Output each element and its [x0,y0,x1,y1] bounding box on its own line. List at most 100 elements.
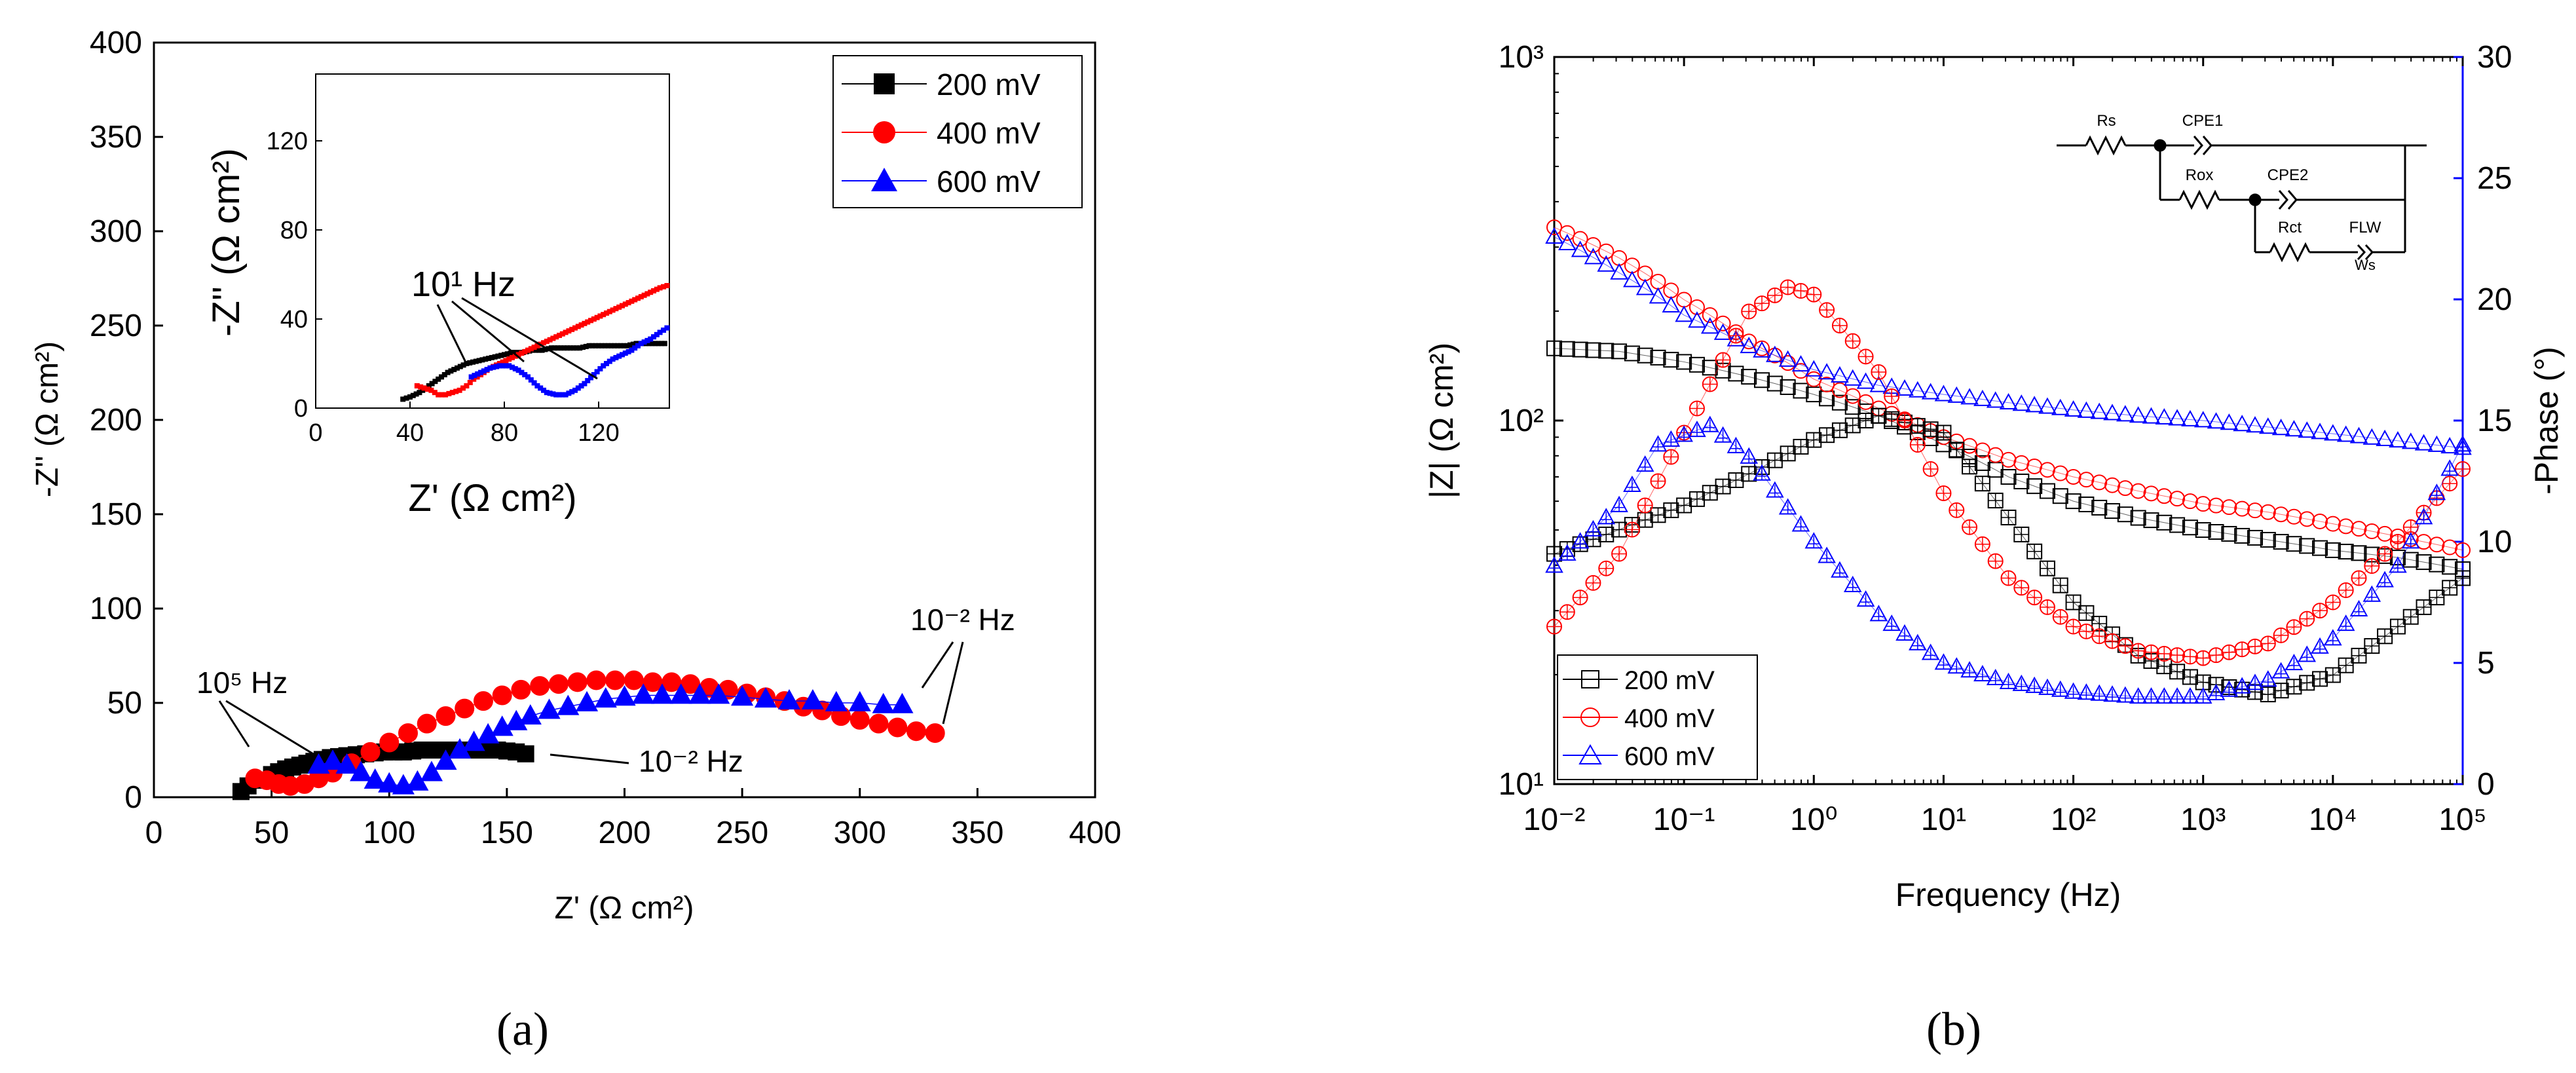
data-point-cross [1651,474,1666,489]
annotation-arrow [461,297,598,380]
data-point [906,721,926,742]
data-point [2156,488,2173,504]
data-point [2455,542,2471,558]
data-point [1856,372,1875,389]
x-tick-label: 50 [254,816,289,850]
inset-data-point [534,343,540,348]
data-point-cross [1640,459,1651,472]
data-point-cross [1949,502,1964,518]
data-point-cross [1780,280,1795,295]
data-point [2377,525,2393,542]
data-point [2234,527,2250,544]
data-point [2169,517,2186,533]
data-point-cross [2390,535,2405,549]
data-point-cross [1651,508,1666,523]
data-point [2077,401,2096,418]
data-point [360,742,381,762]
inset-data-point [539,347,545,353]
panel-a-xlabel: Z' (Ω cm²) [555,891,694,926]
panel-a-axes: 0 50 100 150 200 250 300 350 4000501001502002503… [90,26,1121,850]
data-point-cross [1664,502,1679,518]
data-point [872,692,895,713]
panel-a-label: (a) [496,1003,549,1055]
inset-data-point [429,381,435,386]
y-tick-label: 200 [90,403,142,438]
data-point-cross [2014,580,2029,595]
data-point [2091,499,2108,516]
inset-data-point [610,307,616,313]
data-point-cross [1897,413,1912,428]
data-point [1831,394,1848,411]
data-point [650,683,674,704]
panel-b-ylabel-left: |Z| (Ω cm²) [1423,343,1460,499]
data-point-cross [2003,676,2014,688]
data-point-cross [2066,595,2081,610]
data-point-cross [1586,575,1601,590]
inset-data-point [582,320,588,326]
data-point [2273,506,2289,523]
annotation-arrow [921,641,954,688]
panel-b-series [1545,219,2472,704]
data-point-cross [2351,571,2366,586]
series-400mv [245,670,945,796]
inset-data-point [616,353,622,359]
data-point-cross [1612,522,1627,537]
data-point-cross [2378,629,2393,644]
data-point-cross [2222,645,2237,660]
data-point [378,772,401,793]
inset-data-point [616,304,622,310]
inset-data-point [487,365,493,371]
data-point-cross [1624,522,1639,537]
inset-data-point [662,341,667,347]
data-point [2193,411,2212,428]
panel-a-inset: 0 40 80 120 0 40 80 120 Z' (Ω cm²) -Z'' (Ω cm²)… [205,73,670,519]
series-400mvphase [1546,279,2471,666]
circuit-label-cpe1: CPE1 [2182,112,2224,130]
data-point [1635,278,1654,295]
data-point [2117,506,2133,523]
data-point [517,745,534,762]
data-point-cross [2444,463,2455,476]
inset-data-point [566,328,572,334]
data-point [825,690,848,711]
data-point-cross [1936,425,1951,440]
data-point [2364,523,2380,540]
data-point-cross [1820,303,1835,318]
data-point [1780,355,1796,371]
data-point [2349,426,2368,443]
inset-data-point [559,392,565,398]
data-point [2233,415,2251,432]
data-point [2039,483,2055,499]
inset-data-point [478,369,483,375]
data-point [1559,225,1575,241]
data-point [594,687,617,708]
inset-series-200mv [400,341,667,402]
inset-data-point [594,369,600,375]
data-point [492,685,512,706]
inset-data-point [572,325,578,331]
data-point-cross [2001,510,2016,525]
data-point [2221,499,2237,516]
data-point-cross [1899,628,1910,640]
data-point-cross [1742,466,1757,481]
inset-ylabel: -Z'' (Ω cm²) [205,148,248,337]
x-tick-label: 350 [951,816,1003,850]
data-point [1662,295,1681,312]
inset-data-point [541,340,546,346]
data-point-cross [2418,512,2429,524]
data-point [1623,271,1641,288]
legend-marker-200mv [874,73,895,94]
data-point [1585,342,1601,358]
y-tick-label: 0 [124,780,142,815]
data-point [777,688,801,710]
x-tick-label: 300 [834,816,886,850]
data-point-cross [1949,442,1964,457]
inset-data-point [464,383,470,388]
inset-data-point [608,343,614,348]
data-point [2207,412,2226,429]
data-point-cross [2040,561,2055,576]
inset-y-tick-label: 0 [294,395,308,423]
inset-data-point [550,391,556,397]
data-point-cross [1860,594,1871,607]
data-point [1921,383,1940,400]
